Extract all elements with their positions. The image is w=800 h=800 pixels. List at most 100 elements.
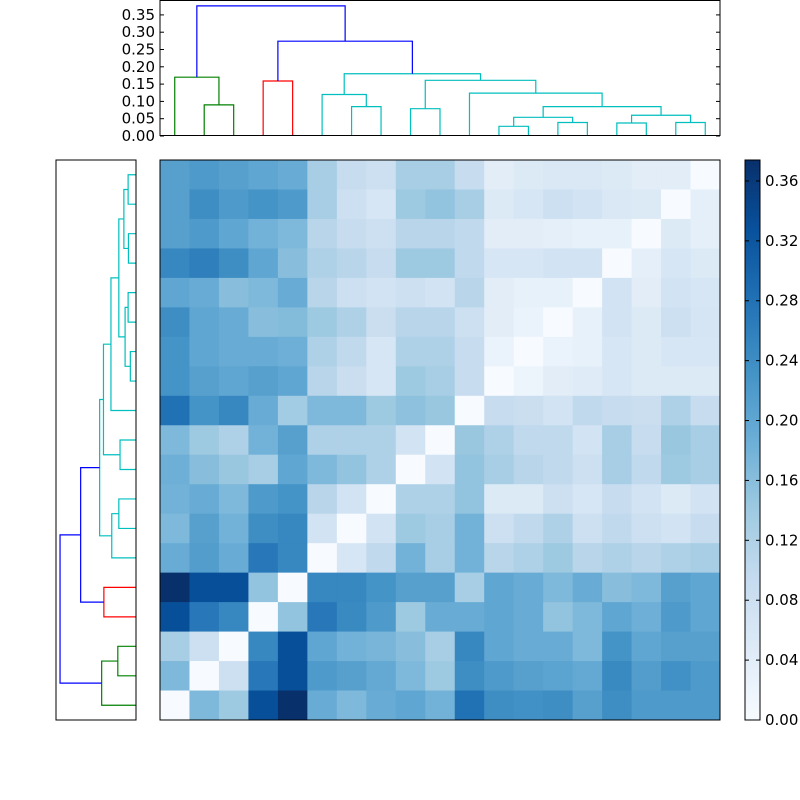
colorbar-tick-label: 0.12	[765, 531, 798, 549]
top-dendrogram	[174, 5, 706, 136]
heatmap-cell	[543, 661, 574, 692]
heatmap-cell	[661, 543, 692, 574]
heatmap-cell	[602, 336, 633, 367]
heatmap-cell	[218, 543, 249, 574]
heatmap-cell	[307, 425, 338, 456]
heatmap-cell	[248, 307, 279, 338]
heatmap-cell	[484, 307, 515, 338]
dendrogram-link	[409, 108, 441, 136]
colorbar-tick-label: 0.36	[765, 172, 798, 190]
heatmap-cell	[454, 189, 485, 220]
heatmap-cell	[218, 631, 249, 662]
heatmap-cell	[454, 661, 485, 692]
heatmap-cell	[277, 189, 308, 220]
heatmap-cell	[307, 189, 338, 220]
heatmap-cell	[543, 277, 574, 308]
heatmap-cell	[631, 690, 662, 721]
colorbar-tick-label: 0.00	[765, 711, 798, 729]
heatmap-cell	[661, 307, 692, 338]
heatmap-cell	[277, 572, 308, 603]
y-tick-label: 0.05	[122, 110, 155, 128]
heatmap-cell	[690, 543, 721, 574]
heatmap-cell	[307, 690, 338, 721]
heatmap-cell	[336, 160, 367, 190]
heatmap-cell	[366, 513, 397, 544]
heatmap-cell	[631, 631, 662, 662]
heatmap-cell	[631, 336, 662, 367]
heatmap-cell	[160, 454, 190, 485]
heatmap-cell	[248, 513, 279, 544]
heatmap-cell	[277, 395, 308, 426]
heatmap-cell	[336, 218, 367, 249]
heatmap-cell	[543, 454, 574, 485]
heatmap-cell	[572, 395, 603, 426]
heatmap-cell	[277, 602, 308, 633]
heatmap-cell	[336, 572, 367, 603]
heatmap-cell	[454, 248, 485, 279]
heatmap-cell	[336, 631, 367, 662]
heatmap-cell	[690, 307, 721, 338]
heatmap-cell	[484, 602, 515, 633]
heatmap-cell	[277, 631, 308, 662]
dendrogram-link	[321, 93, 367, 136]
heatmap-cell	[248, 543, 279, 574]
heatmap-cell	[661, 395, 692, 426]
heatmap-cell	[484, 395, 515, 426]
heatmap-cell	[690, 277, 721, 308]
heatmap-cell	[602, 218, 633, 249]
heatmap-cell	[690, 160, 721, 190]
dendrogram-link	[117, 645, 136, 677]
colorbar-tick-label: 0.16	[765, 471, 798, 489]
heatmap-cell	[425, 218, 456, 249]
heatmap-cell	[661, 425, 692, 456]
heatmap-cell	[513, 602, 544, 633]
heatmap-cell	[661, 366, 692, 397]
dendrogram-link	[111, 513, 136, 559]
heatmap-cell	[631, 513, 662, 544]
heatmap-cell	[277, 484, 308, 515]
heatmap-cell	[336, 543, 367, 574]
heatmap-cell	[336, 425, 367, 456]
heatmap-cell	[336, 366, 367, 397]
heatmap-cell	[366, 395, 397, 426]
heatmap-cell	[189, 543, 220, 574]
heatmap-cell	[631, 366, 662, 397]
heatmap-cell	[395, 336, 426, 367]
heatmap-cell	[160, 543, 190, 574]
heatmap-cell	[189, 248, 220, 279]
heatmap-cell	[218, 572, 249, 603]
heatmap-cell	[690, 572, 721, 603]
heatmap-cell	[160, 690, 190, 721]
heatmap-cell	[513, 631, 544, 662]
heatmap-cell	[189, 602, 220, 633]
heatmap-cell	[160, 307, 190, 338]
heatmap-cell	[602, 484, 633, 515]
heatmap-cell	[336, 661, 367, 692]
heatmap-cell	[572, 160, 603, 190]
heatmap-cell	[454, 631, 485, 662]
heatmap-cell	[189, 513, 220, 544]
heatmap-cell	[661, 690, 692, 721]
heatmap-cell	[425, 307, 456, 338]
heatmap-cell	[602, 661, 633, 692]
heatmap-cell	[248, 248, 279, 279]
heatmap-cell	[366, 307, 397, 338]
heatmap-cell	[513, 425, 544, 456]
heatmap-cell	[336, 336, 367, 367]
heatmap-cell	[661, 336, 692, 367]
heatmap-cell	[189, 277, 220, 308]
heatmap-cell	[189, 454, 220, 485]
heatmap-cell	[543, 513, 574, 544]
heatmap-cell	[218, 366, 249, 397]
heatmap-cell	[366, 602, 397, 633]
colorbar-tick-label: 0.20	[765, 412, 798, 430]
heatmap-cell	[454, 602, 485, 633]
heatmap-cell	[572, 543, 603, 574]
heatmap-cell	[248, 395, 279, 426]
heatmap-cell	[425, 484, 456, 515]
heatmap-cell	[336, 395, 367, 426]
heatmap-cell	[661, 248, 692, 279]
heatmap-cell	[160, 336, 190, 367]
heatmap-cell	[543, 366, 574, 397]
heatmap-cell	[543, 248, 574, 279]
